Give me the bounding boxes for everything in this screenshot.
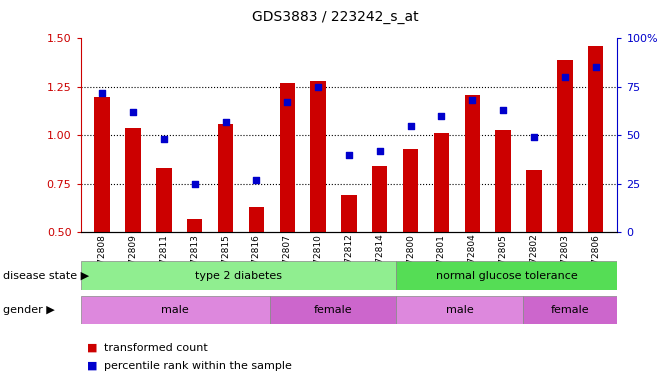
Text: GDS3883 / 223242_s_at: GDS3883 / 223242_s_at bbox=[252, 10, 419, 23]
Bar bbox=[311, 81, 326, 232]
Text: normal glucose tolerance: normal glucose tolerance bbox=[436, 270, 578, 281]
Point bbox=[97, 89, 107, 96]
Bar bbox=[588, 46, 603, 232]
Point bbox=[436, 113, 447, 119]
Point bbox=[560, 74, 570, 80]
Point bbox=[590, 65, 601, 71]
Bar bbox=[523, 296, 617, 324]
Point bbox=[467, 98, 478, 104]
Bar bbox=[249, 207, 264, 232]
Point bbox=[220, 119, 231, 125]
Bar bbox=[557, 60, 572, 232]
Bar bbox=[218, 124, 234, 232]
Bar bbox=[280, 83, 295, 232]
Text: female: female bbox=[314, 305, 352, 315]
Bar bbox=[95, 97, 110, 232]
Point bbox=[251, 177, 262, 183]
Point bbox=[127, 109, 138, 115]
Text: disease state ▶: disease state ▶ bbox=[3, 270, 89, 280]
Bar bbox=[526, 170, 541, 232]
Text: male: male bbox=[161, 305, 189, 315]
Bar bbox=[495, 129, 511, 232]
Point bbox=[498, 107, 509, 113]
Bar bbox=[433, 133, 449, 232]
Bar bbox=[372, 166, 387, 232]
Text: ■: ■ bbox=[87, 361, 98, 371]
Bar bbox=[464, 94, 480, 232]
Text: percentile rank within the sample: percentile rank within the sample bbox=[104, 361, 292, 371]
Text: gender ▶: gender ▶ bbox=[3, 305, 55, 315]
Point bbox=[405, 122, 416, 129]
Point bbox=[158, 136, 169, 142]
Text: ■: ■ bbox=[87, 343, 98, 353]
Point bbox=[189, 181, 200, 187]
Bar bbox=[397, 261, 617, 290]
Bar bbox=[397, 296, 523, 324]
Point bbox=[529, 134, 539, 141]
Text: male: male bbox=[446, 305, 473, 315]
Point bbox=[313, 84, 323, 90]
Bar bbox=[81, 296, 270, 324]
Bar bbox=[403, 149, 418, 232]
Bar bbox=[342, 195, 356, 232]
Bar bbox=[270, 296, 397, 324]
Bar bbox=[81, 261, 397, 290]
Point bbox=[282, 99, 293, 106]
Bar bbox=[125, 127, 141, 232]
Point bbox=[374, 148, 385, 154]
Bar bbox=[156, 168, 172, 232]
Text: type 2 diabetes: type 2 diabetes bbox=[195, 270, 282, 281]
Text: female: female bbox=[551, 305, 589, 315]
Bar bbox=[187, 219, 203, 232]
Text: transformed count: transformed count bbox=[104, 343, 208, 353]
Point bbox=[344, 152, 354, 158]
